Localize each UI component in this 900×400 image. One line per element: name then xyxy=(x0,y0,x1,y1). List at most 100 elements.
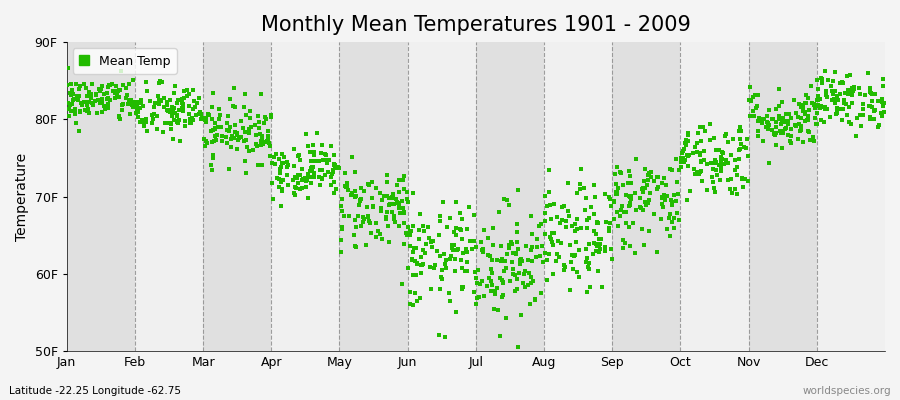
Point xyxy=(97,102,112,109)
Point xyxy=(67,97,81,103)
Point xyxy=(870,98,885,104)
Point xyxy=(410,260,424,266)
Point xyxy=(780,118,795,125)
Point xyxy=(708,147,723,153)
Point xyxy=(71,97,86,103)
Point xyxy=(259,138,274,144)
Point xyxy=(238,129,253,136)
Point xyxy=(554,204,569,210)
Point xyxy=(498,258,512,264)
Point xyxy=(534,220,548,227)
Point xyxy=(120,92,134,98)
Point xyxy=(706,135,721,141)
Point xyxy=(510,187,525,193)
Point xyxy=(231,136,246,143)
Point xyxy=(854,123,868,129)
Point xyxy=(579,246,593,252)
Point xyxy=(715,149,729,156)
Point xyxy=(650,174,664,180)
Point xyxy=(112,94,127,101)
Point xyxy=(696,124,710,130)
Point xyxy=(171,118,185,124)
Point xyxy=(433,213,447,219)
Point xyxy=(303,149,318,155)
Point xyxy=(337,213,351,220)
Point xyxy=(670,179,684,186)
Point xyxy=(842,104,856,110)
Point xyxy=(407,245,421,251)
Point xyxy=(392,177,407,183)
Point xyxy=(85,99,99,106)
Point xyxy=(837,100,851,106)
Point xyxy=(266,195,280,202)
Point xyxy=(534,290,548,296)
Point xyxy=(510,276,525,282)
Point xyxy=(501,202,516,208)
Point xyxy=(706,174,720,180)
Point xyxy=(778,126,792,132)
Point xyxy=(84,95,98,101)
Point xyxy=(319,156,333,163)
Point xyxy=(693,124,707,130)
Point xyxy=(265,160,279,166)
Point xyxy=(114,102,129,108)
Point xyxy=(841,90,855,97)
Point xyxy=(587,182,601,188)
Point xyxy=(315,176,329,182)
Point xyxy=(306,149,320,156)
Point xyxy=(109,88,123,94)
Point xyxy=(340,186,355,193)
Point xyxy=(176,88,191,94)
Point xyxy=(755,116,770,122)
Point xyxy=(837,97,851,103)
Point xyxy=(877,108,891,115)
Point xyxy=(228,128,242,135)
Point xyxy=(387,213,401,219)
Point xyxy=(819,92,833,98)
Point xyxy=(239,144,254,150)
Point xyxy=(801,113,815,120)
Point xyxy=(89,92,104,98)
Point xyxy=(842,119,856,125)
Point xyxy=(810,77,824,84)
Point xyxy=(377,192,392,199)
Point xyxy=(840,73,854,79)
Point xyxy=(365,203,380,209)
Point xyxy=(683,187,698,194)
Point xyxy=(208,126,222,132)
Point xyxy=(445,242,459,248)
Point xyxy=(833,80,848,87)
Point xyxy=(561,180,575,186)
Point xyxy=(360,204,374,210)
Point xyxy=(852,84,867,91)
Point xyxy=(509,250,524,257)
Point xyxy=(638,185,652,192)
Point xyxy=(312,167,327,173)
Point xyxy=(663,165,678,172)
Point xyxy=(482,275,497,281)
Point xyxy=(204,116,219,122)
Point xyxy=(400,232,414,239)
Point xyxy=(62,113,77,120)
Point xyxy=(617,240,632,246)
Point xyxy=(623,200,637,206)
Point xyxy=(760,120,775,126)
Point xyxy=(774,120,788,127)
Point xyxy=(371,228,385,234)
Point xyxy=(76,98,91,105)
Point xyxy=(509,220,524,227)
Point xyxy=(441,290,455,297)
Point xyxy=(158,120,172,126)
Point xyxy=(625,180,639,186)
Point xyxy=(215,133,230,139)
Point xyxy=(495,276,509,283)
Point xyxy=(203,127,218,134)
Point xyxy=(328,165,343,171)
Point xyxy=(811,102,825,108)
Point xyxy=(817,119,832,126)
Point xyxy=(204,103,219,110)
Point xyxy=(616,237,631,243)
Point xyxy=(609,164,624,170)
Point xyxy=(362,182,376,188)
Point xyxy=(150,93,165,100)
